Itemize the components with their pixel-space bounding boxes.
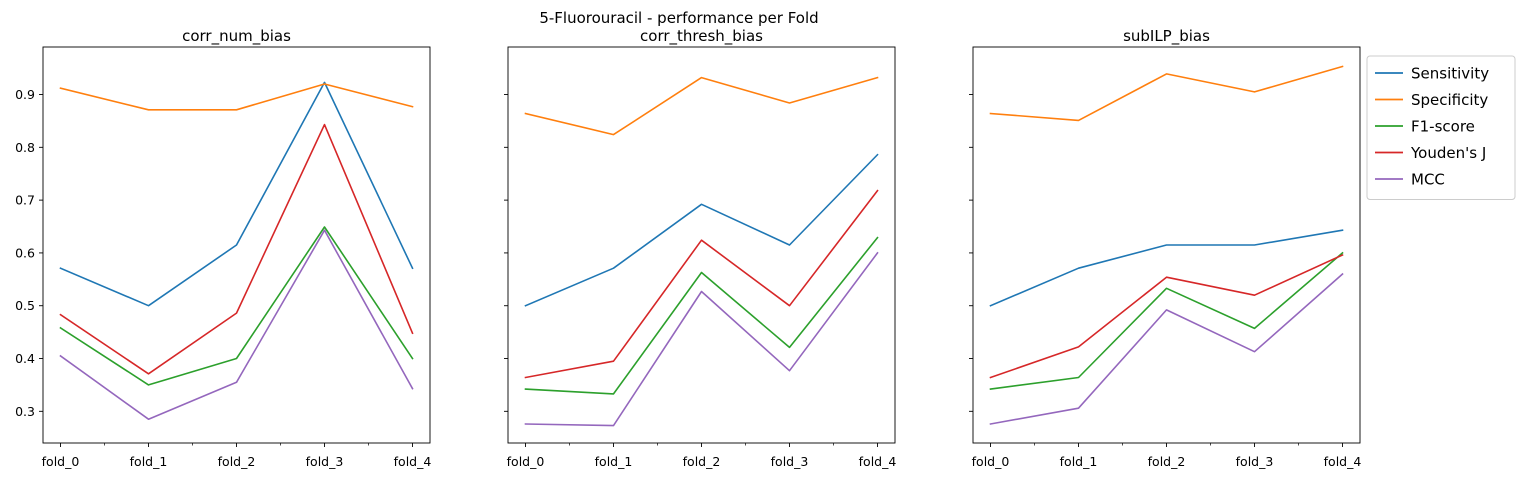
- x-tick-label: fold_4: [1324, 454, 1362, 469]
- series-line-mcc: [59, 229, 414, 421]
- x-tick-label: fold_2: [1148, 454, 1186, 469]
- x-tick-label: fold_2: [683, 454, 721, 469]
- series-line-mcc: [989, 272, 1344, 425]
- series-line-f1-score: [59, 226, 414, 386]
- x-tick-label: fold_0: [507, 454, 545, 469]
- series-line-sensitivity: [59, 81, 414, 307]
- legend-item: Sensitivity: [1375, 65, 1489, 83]
- legend-label: F1-score: [1411, 118, 1475, 136]
- series-line-sensitivity: [524, 153, 879, 307]
- legend-label: Sensitivity: [1411, 65, 1489, 83]
- y-tick-label: 0.3: [15, 404, 35, 419]
- y-tick-label: 0.9: [15, 87, 35, 102]
- panel-title: corr_thresh_bias: [640, 27, 763, 46]
- x-tick-label: fold_1: [595, 454, 633, 469]
- series-line-specificity: [59, 83, 414, 111]
- legend-label: Youden's J: [1410, 144, 1486, 162]
- plot-frame: [507, 46, 896, 444]
- y-tick-label: 0.7: [15, 193, 35, 208]
- series-line-youden-s-j: [524, 189, 879, 379]
- x-tick-label: fold_2: [218, 454, 256, 469]
- legend: Sensitivity Specificity F1-score Youden's J…: [1366, 55, 1516, 200]
- legend-item: Specificity: [1375, 91, 1488, 109]
- legend-label: MCC: [1411, 171, 1445, 189]
- legend-box: [1366, 55, 1516, 200]
- y-tick-label: 0.6: [15, 245, 35, 260]
- x-tick-label: fold_4: [859, 454, 897, 469]
- chart-panel-1: corr_num_bias fold_0 fold_1 fold_2 fold_3 fol…: [15, 27, 431, 469]
- series-line-specificity: [989, 65, 1344, 122]
- series-line-f1-score: [989, 251, 1344, 390]
- y-tick-label: 0.8: [15, 140, 35, 155]
- chart-panel-2: corr_thresh_bias fold_0 fold_1 fold_2 fold_3…: [504, 27, 896, 469]
- legend-item: Youden's J: [1375, 144, 1486, 162]
- series-line-specificity: [524, 76, 879, 136]
- x-tick-label: fold_3: [771, 454, 809, 469]
- series-line-youden-s-j: [59, 123, 414, 375]
- chart-panel-3: subILP_bias fold_0 fold_1 fold_2 fold_3 fold_…: [969, 27, 1361, 469]
- series-line-f1-score: [524, 236, 879, 395]
- y-tick-label: 0.5: [15, 298, 35, 313]
- x-tick-label: fold_1: [1060, 454, 1098, 469]
- series-line-sensitivity: [989, 229, 1344, 307]
- x-tick-label: fold_3: [306, 454, 344, 469]
- x-tick-label: fold_0: [972, 454, 1010, 469]
- y-tick-label: 0.4: [15, 351, 35, 366]
- x-tick-label: fold_0: [42, 454, 80, 469]
- series-line-mcc: [524, 251, 879, 427]
- panel-title: corr_num_bias: [182, 27, 291, 46]
- legend-item: MCC: [1375, 171, 1445, 189]
- x-tick-label: fold_1: [130, 454, 168, 469]
- panel-title: subILP_bias: [1123, 27, 1210, 46]
- legend-item: F1-score: [1375, 118, 1475, 136]
- x-tick-label: fold_3: [1236, 454, 1274, 469]
- x-tick-label: fold_4: [394, 454, 432, 469]
- chart-panels: corr_num_bias fold_0 fold_1 fold_2 fold_3 fol…: [15, 27, 1361, 469]
- legend-label: Specificity: [1411, 91, 1488, 109]
- series-line-youden-s-j: [989, 253, 1344, 379]
- figure-title: 5-Fluorouracil - performance per Fold: [539, 9, 818, 27]
